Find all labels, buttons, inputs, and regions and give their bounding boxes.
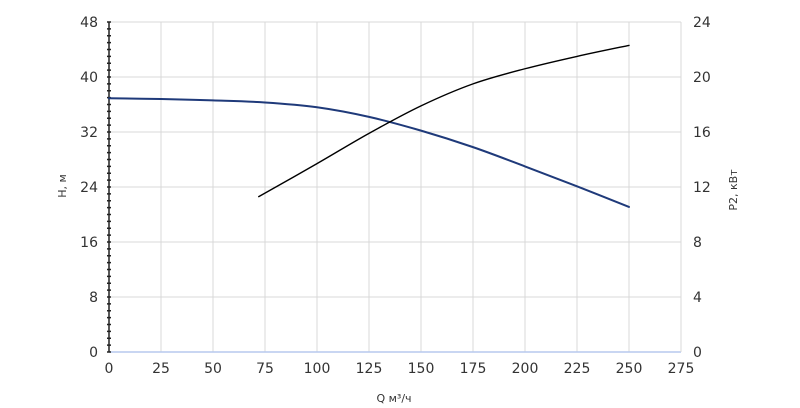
y-left-tick-label: 16 <box>80 235 98 251</box>
x-tick-label: 0 <box>105 361 114 377</box>
y-left-tick-label: 8 <box>89 290 98 306</box>
y-right-tick-label: 24 <box>693 15 711 31</box>
axes <box>107 21 682 353</box>
x-tick-label: 275 <box>668 361 695 377</box>
y-left-tick-label: 24 <box>80 180 98 196</box>
y-left-tick-label: 0 <box>89 345 98 361</box>
x-tick-label: 225 <box>564 361 591 377</box>
x-tick-label: 250 <box>616 361 643 377</box>
x-tick-label: 175 <box>460 361 487 377</box>
grid <box>108 21 682 353</box>
y-right-tick-label: 16 <box>693 125 711 141</box>
y-right-tick-label: 8 <box>693 235 702 251</box>
y-left-axis-title: H, м <box>56 174 69 198</box>
series-layer <box>108 44 630 208</box>
y-right-tick-label: 0 <box>693 345 702 361</box>
x-tick-label: 25 <box>152 361 170 377</box>
x-axis-title: Q м³/ч <box>376 392 411 405</box>
x-tick-label: 75 <box>256 361 274 377</box>
x-tick-label: 150 <box>408 361 435 377</box>
tick-labels: 0 25 50 75 100 125 150 175 200 225 250 275081624324… <box>80 15 711 377</box>
y-left-tick-label: 32 <box>80 125 98 141</box>
y-left-tick-label: 40 <box>80 70 98 86</box>
x-tick-label: 50 <box>204 361 222 377</box>
y-left-tick-label: 48 <box>80 15 98 31</box>
y-right-tick-label: 20 <box>693 70 711 86</box>
power-curve-line <box>258 44 630 198</box>
x-tick-label: 100 <box>304 361 331 377</box>
y-right-axis-title: P2, кВт <box>727 169 740 211</box>
x-tick-label: 125 <box>356 361 383 377</box>
head-curve-line <box>108 97 630 208</box>
y-right-tick-label: 4 <box>693 290 702 306</box>
x-tick-label: 200 <box>512 361 539 377</box>
y-right-tick-label: 12 <box>693 180 711 196</box>
